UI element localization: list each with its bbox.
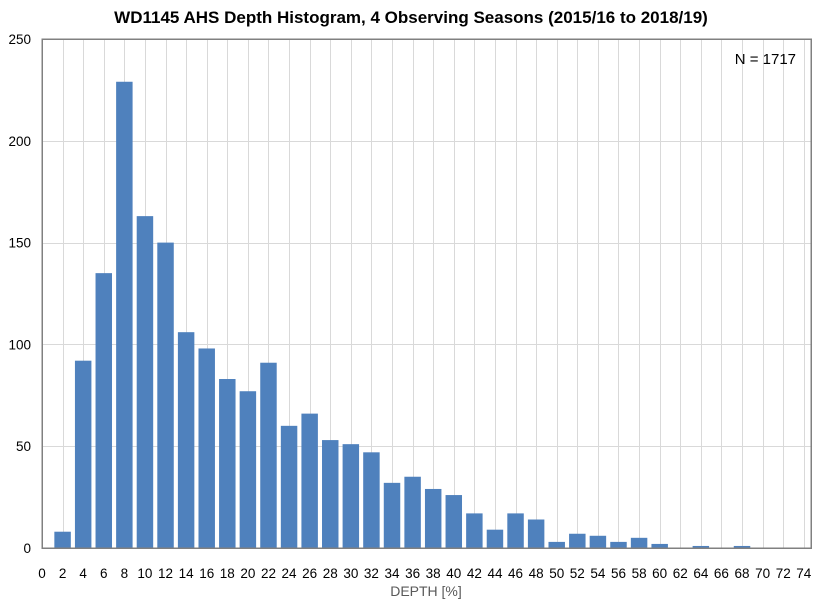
x-tick-label: 72	[776, 566, 791, 581]
bar-depth-40	[445, 495, 463, 548]
x-tick-label: 54	[590, 566, 606, 581]
x-tick-label: 24	[282, 566, 298, 581]
bar-depth-36	[404, 476, 421, 548]
bar-depth-8	[116, 81, 133, 548]
bar-depth-2	[54, 531, 71, 548]
bar-depth-42	[466, 513, 483, 548]
bar-depth-28	[322, 440, 339, 548]
bar-depth-46	[507, 513, 524, 548]
x-tick-label: 18	[220, 566, 235, 581]
x-tick-label: 38	[426, 566, 441, 581]
bar-depth-20	[239, 391, 257, 548]
x-tick-label: 6	[100, 566, 108, 581]
x-tick-label: 74	[796, 566, 812, 581]
bar-depth-60	[651, 543, 668, 548]
bar-depth-50	[548, 541, 565, 548]
bar-depth-12	[157, 242, 174, 548]
bar-depth-52	[569, 533, 586, 548]
x-tick-labels: 0 2 4 6 8 10 12 14 16 18 20 22 24 26 28 30 32 34 36 38 40 42 4…	[38, 566, 812, 581]
y-tick-labels: 0 50 100 150 200 250	[8, 32, 31, 556]
bar-depth-6	[95, 273, 112, 548]
x-tick-label: 56	[611, 566, 626, 581]
x-tick-label: 50	[549, 566, 564, 581]
y-tick-label: 150	[8, 236, 31, 251]
x-tick-label: 16	[199, 566, 214, 581]
x-tick-label: 22	[261, 566, 276, 581]
x-tick-label: 46	[508, 566, 523, 581]
bar-depth-64	[692, 545, 710, 548]
x-tick-label: 68	[735, 566, 750, 581]
x-tick-label: 40	[446, 566, 461, 581]
y-tick-label: 250	[8, 32, 31, 47]
bar-depth-16	[198, 348, 215, 548]
x-tick-label: 34	[384, 566, 400, 581]
bar-depth-22	[260, 362, 277, 548]
bar-depth-4	[74, 360, 92, 548]
bar-depth-10	[136, 216, 154, 548]
bar-depth-18	[219, 379, 236, 548]
x-tick-label: 32	[364, 566, 379, 581]
x-tick-label: 48	[529, 566, 544, 581]
plot-frame	[41, 38, 812, 549]
x-tick-label: 64	[693, 566, 709, 581]
bar-depth-14	[177, 332, 195, 548]
x-tick-label: 30	[343, 566, 358, 581]
x-tick-label: 44	[487, 566, 503, 581]
bar-depth-38	[424, 488, 442, 548]
bar-depth-56	[610, 541, 627, 548]
bars	[54, 81, 751, 548]
x-tick-label: 36	[405, 566, 420, 581]
bar-depth-32	[363, 452, 380, 548]
x-tick-label: 66	[714, 566, 729, 581]
x-tick-label: 58	[632, 566, 647, 581]
bar-depth-30	[342, 444, 360, 548]
x-tick-label: 28	[323, 566, 338, 581]
x-axis-label: DEPTH [%]	[390, 583, 462, 599]
x-tick-label: 2	[59, 566, 67, 581]
x-tick-label: 14	[179, 566, 195, 581]
x-tick-label: 52	[570, 566, 585, 581]
x-tick-label: 4	[79, 566, 87, 581]
x-tick-label: 60	[652, 566, 667, 581]
x-tick-label: 10	[137, 566, 152, 581]
bar-depth-54	[589, 535, 607, 548]
x-tick-label: 20	[240, 566, 255, 581]
bar-depth-68	[733, 545, 751, 548]
y-tick-label: 100	[8, 337, 31, 352]
x-tick-label: 12	[158, 566, 173, 581]
chart-title: WD1145 AHS Depth Histogram, 4 Observing …	[114, 8, 708, 27]
bar-depth-26	[301, 413, 318, 548]
bar-depth-44	[486, 529, 504, 548]
x-tick-label: 42	[467, 566, 482, 581]
x-tick-label: 0	[38, 566, 46, 581]
y-tick-label: 50	[16, 439, 31, 454]
bar-depth-48	[527, 519, 545, 548]
bar-depth-24	[280, 425, 298, 548]
bar-depth-58	[630, 537, 648, 548]
y-tick-label: 0	[23, 541, 31, 556]
x-tick-label: 70	[755, 566, 770, 581]
y-tick-label: 200	[8, 134, 31, 149]
x-tick-label: 26	[302, 566, 317, 581]
x-tick-label: 62	[673, 566, 688, 581]
x-tick-label: 8	[121, 566, 129, 581]
count-annotation: N = 1717	[735, 51, 796, 68]
bar-depth-34	[383, 482, 401, 548]
